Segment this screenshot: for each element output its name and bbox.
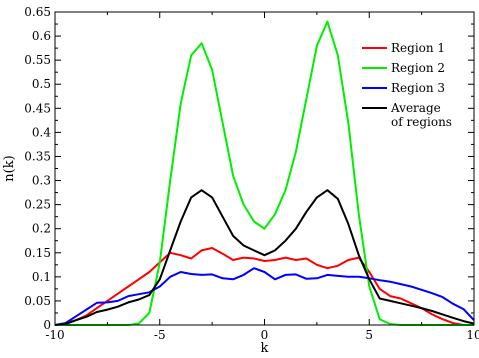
y-tick-label: 0.1 xyxy=(32,270,51,284)
series-line-4 xyxy=(54,189,475,326)
y-tick-label: 0.3 xyxy=(32,174,51,188)
y-tick-label: 0.05 xyxy=(24,294,51,308)
y-tick-label: 0.4 xyxy=(32,125,51,139)
y-tick-label: 0.65 xyxy=(24,5,51,19)
x-tick-label: -5 xyxy=(154,328,166,342)
y-tick-label: 0.5 xyxy=(32,77,51,91)
y-tick-label: 0.25 xyxy=(24,198,51,212)
plot-frame xyxy=(54,11,475,326)
y-tick-label: 0.35 xyxy=(24,149,51,163)
y-tick-label: 0.6 xyxy=(32,29,51,43)
y-axis-label: n(k) xyxy=(2,155,17,181)
y-tick-label: 0.55 xyxy=(24,53,51,67)
y-tick-label: 0.2 xyxy=(32,222,51,236)
legend-label-2: Region 2 xyxy=(391,61,445,75)
y-tick-label: 0.45 xyxy=(24,101,51,115)
x-tick-label: 0 xyxy=(261,328,269,342)
y-tick-label: 0 xyxy=(43,318,51,332)
legend-label-1: Region 1 xyxy=(391,41,445,55)
series-line-2 xyxy=(55,20,474,326)
x-tick-label: 5 xyxy=(365,328,373,342)
series-layer xyxy=(54,20,475,326)
legend: Region 1 Region 2 Region 3 Average of region… xyxy=(362,41,452,129)
legend-label-4: Average of regions xyxy=(390,101,452,129)
legend-label-3: Region 3 xyxy=(391,81,445,95)
series-line-1 xyxy=(54,247,474,326)
y-tick-label: 0.15 xyxy=(24,246,51,260)
ticks-layer: -10 -5 0 5 10 0 0.05 0.1 0.15 0.2 0.25 0.3 0.35 0.4 0.… xyxy=(24,5,479,342)
x-axis-label: k xyxy=(261,341,269,356)
x-tick-label: 10 xyxy=(466,328,479,342)
series-line-3 xyxy=(54,267,475,326)
x-tick-label: -10 xyxy=(45,328,64,342)
